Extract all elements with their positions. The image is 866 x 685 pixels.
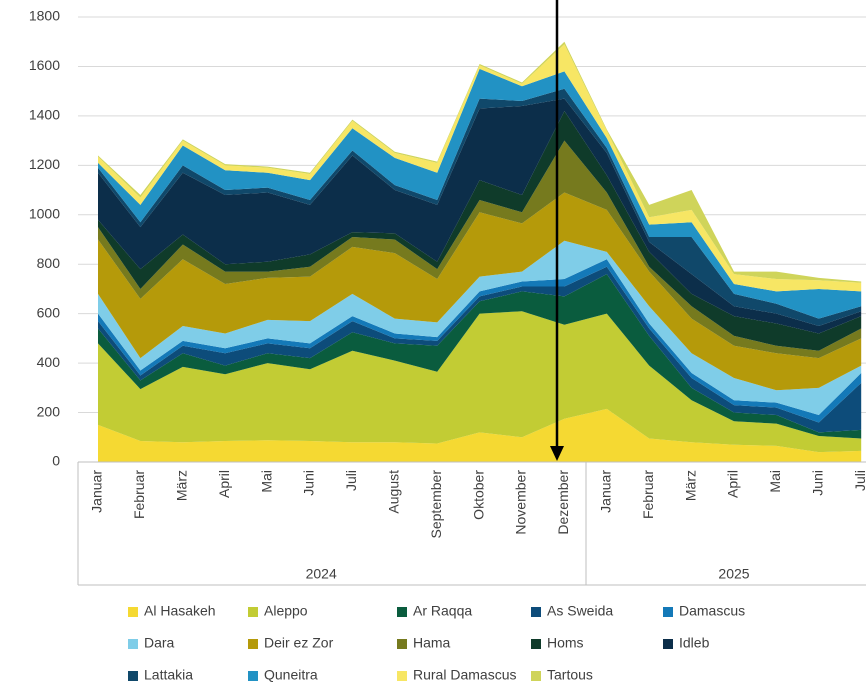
x-tick-label: November: [513, 470, 529, 535]
legend-swatch: [128, 607, 138, 617]
x-tick-label: April: [216, 470, 232, 498]
area: [98, 266, 862, 433]
x-tick-label: Juni: [810, 470, 826, 496]
legend-swatch: [531, 607, 541, 617]
y-tick-label: 200: [37, 403, 61, 419]
area: [98, 192, 862, 391]
annotation-arrowhead: [550, 446, 564, 461]
x-tick-label: Dezember: [555, 470, 571, 535]
area: [98, 98, 862, 334]
x-tick-label: Juni: [301, 470, 317, 496]
x-tick-label: April: [725, 470, 741, 498]
legend-swatch: [128, 671, 138, 681]
legend-label: Ar Raqqa: [413, 603, 472, 619]
x-tick-label: Juli: [852, 470, 866, 491]
legend-swatch: [248, 607, 258, 617]
legend-label: Rural Damascus: [413, 667, 516, 683]
legend-swatch: [248, 671, 258, 681]
group-label: 2025: [718, 566, 749, 582]
x-tick-label: Oktober: [470, 470, 486, 520]
area: [98, 408, 862, 462]
legend-label: As Sweida: [547, 603, 613, 619]
legend-label: Idleb: [679, 635, 710, 651]
legend-swatch: [397, 607, 407, 617]
legend-swatch: [531, 639, 541, 649]
legend-swatch: [663, 607, 673, 617]
legend-swatch: [248, 639, 258, 649]
legend-swatch: [128, 639, 138, 649]
y-tick-label: 1000: [29, 205, 60, 221]
y-tick-label: 400: [37, 354, 61, 370]
legend-swatch: [397, 671, 407, 681]
legend-swatch: [531, 671, 541, 681]
y-tick-label: 1200: [29, 156, 60, 172]
legend-label: Deir ez Zor: [264, 635, 334, 651]
x-tick-label: Mai: [767, 470, 783, 493]
legend-label: Tartous: [547, 667, 593, 683]
y-tick-label: 800: [37, 255, 61, 271]
area: [98, 110, 862, 351]
x-tick-label: März: [174, 470, 190, 501]
area: [98, 44, 862, 292]
x-tick-label: Juli: [343, 470, 359, 491]
x-tick-label: März: [682, 470, 698, 501]
y-tick-label: 0: [52, 453, 60, 469]
legend-label: Hama: [413, 635, 451, 651]
area: [98, 259, 862, 423]
y-tick-label: 1800: [29, 8, 60, 24]
legend-label: Dara: [144, 635, 175, 651]
x-tick-label: Februar: [640, 470, 656, 519]
legend-label: Quneitra: [264, 667, 318, 683]
group-label: 2024: [306, 566, 337, 582]
legend-label: Damascus: [679, 603, 745, 619]
x-tick-label: Januar: [598, 470, 614, 513]
legend-label: Aleppo: [264, 603, 308, 619]
x-tick-label: Februar: [131, 470, 147, 519]
area: [98, 274, 862, 439]
x-tick-label: Mai: [258, 470, 274, 493]
legend-label: Al Hasakeh: [144, 603, 216, 619]
legend-swatch: [663, 639, 673, 649]
y-tick-label: 1600: [29, 57, 60, 73]
area: [98, 68, 862, 319]
area: [98, 311, 862, 453]
x-tick-label: Januar: [89, 470, 105, 513]
area: [98, 240, 862, 416]
legend-label: Homs: [547, 635, 584, 651]
x-tick-label: August: [386, 470, 402, 514]
legend-swatch: [397, 639, 407, 649]
y-tick-label: 600: [37, 304, 61, 320]
legend-label: Lattakia: [144, 667, 193, 683]
y-tick-label: 1400: [29, 107, 60, 123]
x-tick-label: September: [428, 470, 444, 539]
